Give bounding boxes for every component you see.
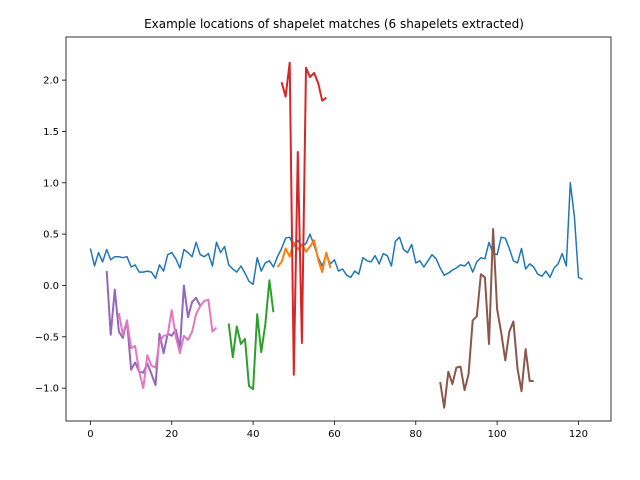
y-tick-label: −1.0: [35, 384, 59, 395]
series-line-4: [280, 61, 327, 376]
y-tick-label: 0.5: [43, 230, 59, 241]
y-tick-label: 1.0: [43, 178, 59, 189]
x-tick-label: 120: [569, 429, 588, 440]
y-tick-label: −0.5: [35, 332, 59, 343]
series-line-5: [105, 271, 202, 387]
x-tick-label: 100: [488, 429, 507, 440]
x-axis: 0 20 40 60 80 100 120: [87, 421, 588, 440]
x-tick-label: 80: [409, 429, 422, 440]
y-axis: −1.0 −0.5 0.0 0.5 1.0 1.5 2.0: [35, 76, 66, 395]
series-line-7: [439, 228, 534, 409]
y-tick-label: 0.0: [43, 281, 59, 292]
series-line-6: [117, 298, 218, 390]
series-layer: [89, 61, 583, 409]
plot-area: [65, 36, 612, 422]
chart-title: Example locations of shapelet matches (6…: [144, 17, 524, 31]
series-line-3: [227, 279, 275, 391]
x-tick-label: 0: [87, 429, 93, 440]
series-line-1: [89, 182, 583, 286]
y-tick-label: 2.0: [43, 76, 59, 87]
y-tick-label: 1.5: [43, 127, 59, 138]
x-tick-label: 40: [247, 429, 260, 440]
x-tick-label: 20: [165, 429, 178, 440]
x-tick-label: 60: [328, 429, 341, 440]
